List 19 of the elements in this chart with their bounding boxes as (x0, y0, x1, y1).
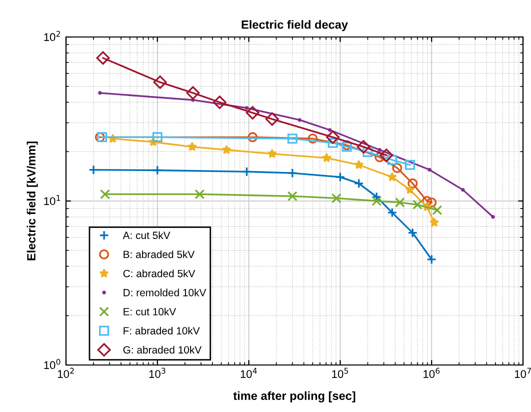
legend-label: F: abraded 10kV (124, 326, 200, 334)
x-axis-title: time after poling [sec] (233, 391, 356, 402)
x-tick-label: 10$^{6}$ (424, 368, 440, 378)
legend-label: E: cut 10kV (124, 308, 176, 316)
legend-label: G: abraded 10kV (123, 346, 202, 354)
x-tick-label: 10$^{4}$ (240, 368, 257, 378)
legend-label: B: abraded 5kV (124, 250, 195, 258)
y-tick-label: 10$^{0}$ (44, 358, 60, 370)
legend-label: D: remolded 10kV (124, 288, 206, 296)
chart-title: Electric field decay (242, 20, 348, 32)
y-axis-title: Electric field [kV/mm] (26, 142, 38, 260)
y-tick-label: 10$^{1}$ (44, 195, 60, 206)
y-tick-label: 10$^{2}$ (44, 30, 60, 42)
legend-label: A: cut 5kV (122, 231, 170, 240)
x-tick-label: 10$^{3}$ (149, 368, 166, 378)
x-tick-label: 10$^{5}$ (332, 368, 348, 378)
legend-label: C: abraded 5kV (123, 270, 196, 278)
x-tick-label: 10$^{2}$ (58, 368, 74, 378)
x-tick-label: 10$^{7}$ (514, 368, 531, 378)
